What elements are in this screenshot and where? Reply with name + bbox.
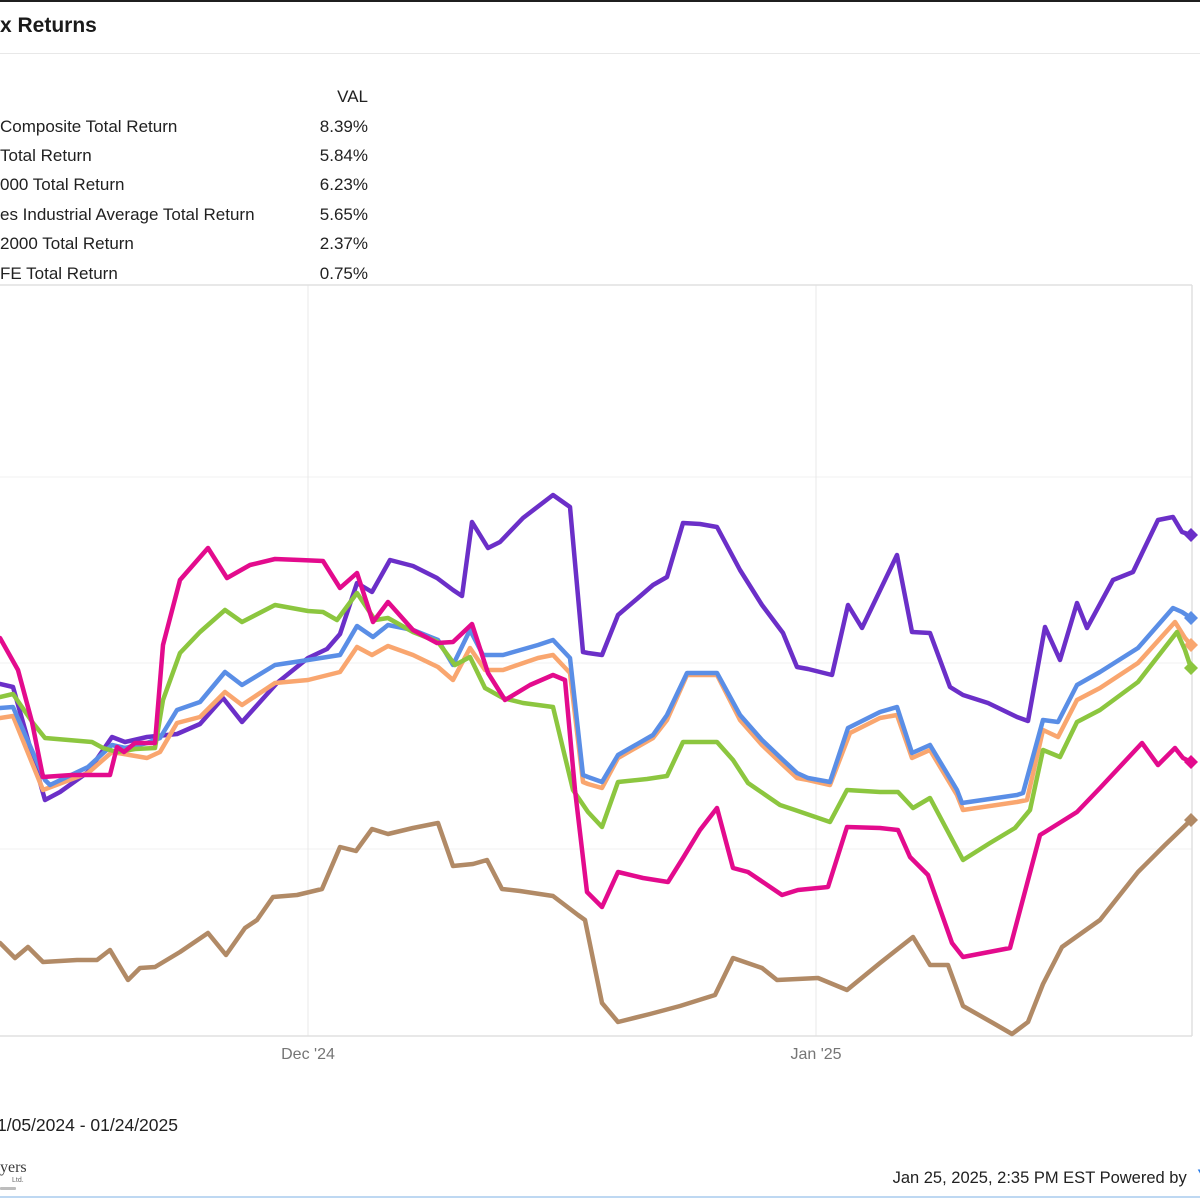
legend-value: 5.84% — [319, 146, 368, 166]
powered-by-label: Powered by — [1099, 1169, 1187, 1187]
legend-row-2000[interactable]: 2000 Total Return 2.37% — [0, 230, 380, 259]
legend-label: Total Return — [0, 146, 92, 166]
series-line-purple — [0, 492, 1194, 803]
legend-value: 6.23% — [319, 175, 368, 195]
bottom-divider — [0, 1196, 1200, 1198]
timestamp: Jan 25, 2025, 2:35 PM EST — [892, 1169, 1095, 1187]
series-end-marker-green — [1184, 661, 1198, 675]
partner-logo-fineprint — [0, 1187, 16, 1190]
partner-logo-text: yers — [0, 1159, 27, 1176]
x-axis-label-dec: Dec '24 — [281, 1046, 335, 1063]
series-end-marker-pink — [1184, 755, 1198, 769]
legend-value: 8.39% — [319, 116, 368, 136]
series-end-marker-brown — [1184, 813, 1198, 827]
series-line-blue — [0, 605, 1194, 806]
legend-row-industrial-average[interactable]: es Industrial Average Total Return 5.65% — [0, 200, 380, 229]
legend-val-header: VAL — [337, 87, 368, 106]
x-axis-label-jan: Jan '25 — [790, 1046, 842, 1063]
series-end-marker-orange — [1184, 638, 1198, 652]
legend: VAL Composite Total Return 8.39% Total R… — [0, 82, 380, 288]
legend-header: VAL — [0, 82, 380, 112]
window-top-edge — [0, 0, 1200, 2]
series-line-orange — [0, 619, 1194, 813]
legend-label: 2000 Total Return — [0, 234, 134, 254]
legend-value: 5.65% — [319, 204, 368, 224]
attribution-stamp: Jan 25, 2025, 2:35 PM EST Powered by Y — [893, 1167, 1200, 1189]
ycharts-logo-icon[interactable]: Y — [1197, 1167, 1200, 1188]
legend-label: Composite Total Return — [0, 116, 178, 136]
partner-logo-subtext: Ltd. — [12, 1177, 24, 1184]
series-end-marker-purple — [1184, 528, 1198, 542]
title-divider — [0, 53, 1200, 54]
partner-logo: yers Ltd. — [0, 1160, 27, 1190]
legend-value: 0.75% — [319, 263, 368, 283]
legend-row-composite[interactable]: Composite Total Return 8.39% — [0, 112, 380, 141]
legend-label: FE Total Return — [0, 263, 118, 283]
date-range-label: 1/05/2024 - 01/24/2025 — [0, 1115, 178, 1135]
series-line-pink — [0, 545, 1194, 960]
series-line-brown — [0, 817, 1194, 1037]
legend-label: es Industrial Average Total Return — [0, 204, 255, 224]
legend-row-total-return[interactable]: Total Return 5.84% — [0, 141, 380, 170]
legend-value: 2.37% — [319, 234, 368, 254]
legend-label: 000 Total Return — [0, 175, 125, 195]
series-end-marker-blue — [1184, 611, 1198, 625]
series-line-green — [0, 590, 1194, 863]
page-title: x Returns — [0, 14, 97, 37]
legend-row-1000[interactable]: 000 Total Return 6.23% — [0, 171, 380, 200]
legend-row-eafe[interactable]: FE Total Return 0.75% — [0, 259, 380, 288]
